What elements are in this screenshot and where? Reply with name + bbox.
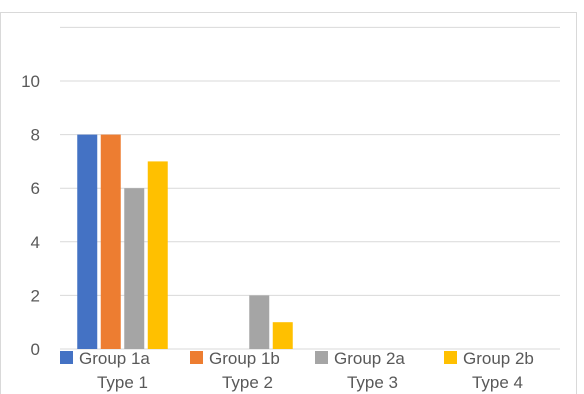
bar-group-2a-type-1 bbox=[124, 188, 145, 349]
chart-area-border bbox=[0, 12, 577, 394]
bar-group-2b-type-1 bbox=[147, 161, 168, 349]
y-tick-label: 6 bbox=[31, 179, 40, 198]
x-axis-ticks: Type 1 Type 2 Type 3 Type 4 bbox=[97, 373, 523, 392]
bar-group-1b-type-1 bbox=[100, 134, 121, 349]
legend-label: Group 1b bbox=[209, 349, 280, 368]
y-tick-label: 4 bbox=[31, 233, 40, 252]
legend-label: Group 2a bbox=[334, 349, 405, 368]
y-tick-label: 8 bbox=[31, 126, 40, 145]
bar-group-2a-type-2 bbox=[249, 295, 270, 349]
x-tick-label: Type 4 bbox=[472, 373, 523, 392]
legend-swatch bbox=[315, 351, 328, 364]
legend: Group 1a Group 1b Group 2a Group 2b bbox=[60, 349, 534, 368]
x-tick-label: Type 3 bbox=[347, 373, 398, 392]
bar-group-2b-type-2 bbox=[272, 322, 293, 349]
y-tick-label: 0 bbox=[31, 340, 40, 359]
y-tick-label: 2 bbox=[31, 286, 40, 305]
legend-swatch bbox=[190, 351, 203, 364]
x-tick-label: Type 2 bbox=[222, 373, 273, 392]
y-axis-ticks: 0 2 4 6 8 10 bbox=[21, 72, 40, 359]
legend-label: Group 2b bbox=[463, 349, 534, 368]
legend-swatch bbox=[60, 351, 73, 364]
legend-swatch bbox=[444, 351, 457, 364]
bar-group-1a-type-1 bbox=[77, 134, 98, 349]
y-tick-label: 10 bbox=[21, 72, 40, 91]
x-tick-label: Type 1 bbox=[97, 373, 148, 392]
bars bbox=[77, 134, 293, 349]
legend-label: Group 1a bbox=[79, 349, 150, 368]
